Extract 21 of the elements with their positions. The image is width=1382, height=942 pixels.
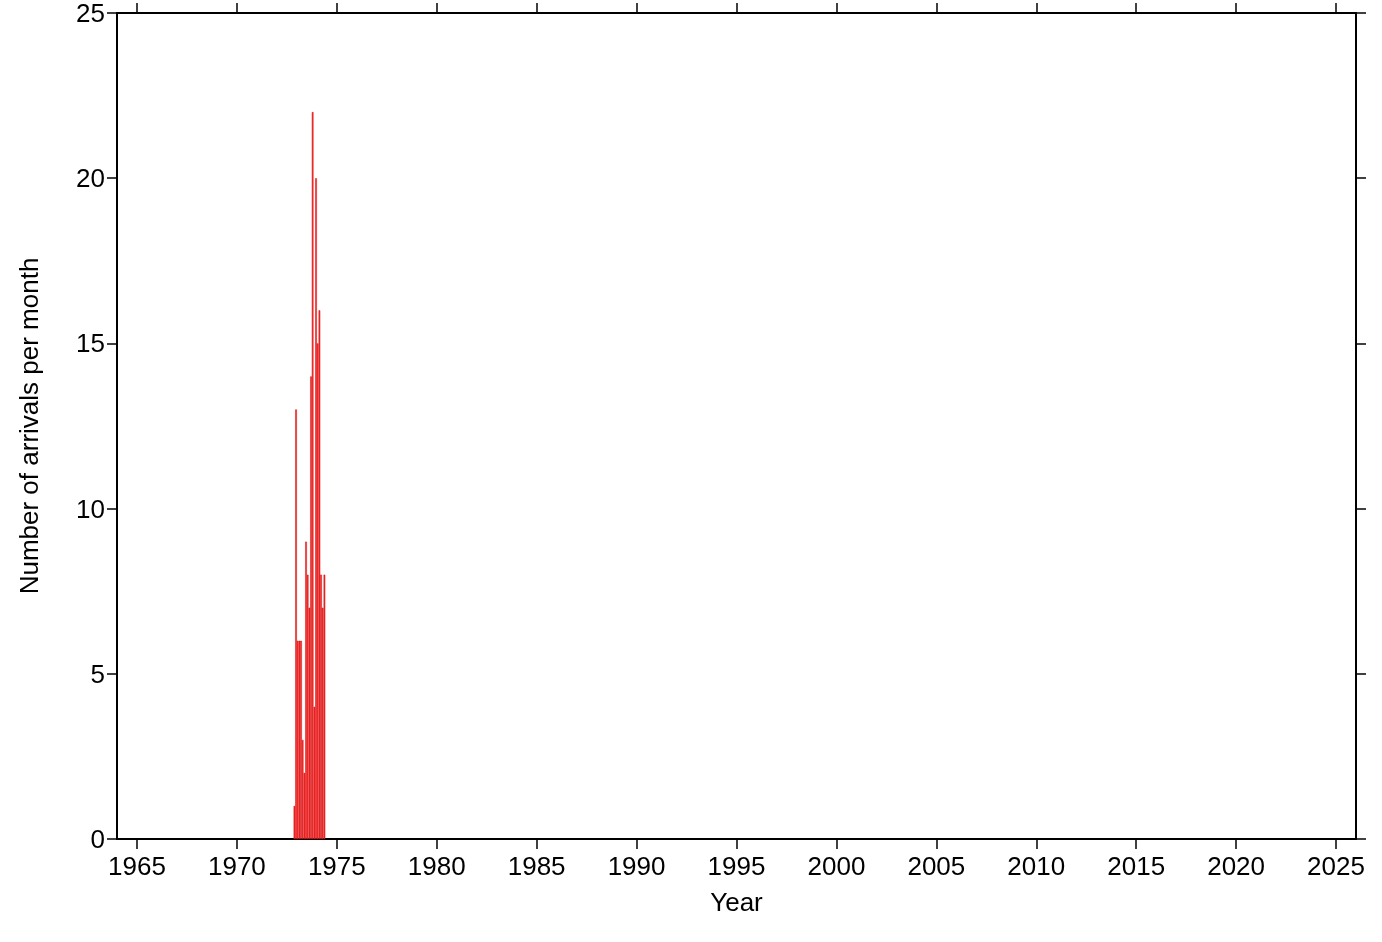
x-tick-label: 2025 (1307, 851, 1365, 881)
y-tick-label: 0 (90, 824, 105, 854)
y-tick-label: 5 (90, 658, 105, 689)
y-tick-label: 10 (76, 493, 105, 524)
x-tick-label: 2005 (907, 851, 966, 881)
x-tick-label: 2010 (1007, 851, 1066, 881)
x-tick-label: 1995 (707, 851, 766, 881)
x-tick-label: 2020 (1207, 851, 1266, 881)
x-tick-label: 1985 (507, 851, 566, 881)
x-tick-label: 1990 (607, 851, 666, 881)
x-axis-title: Year (710, 887, 764, 917)
y-tick-label: 20 (76, 163, 105, 194)
y-tick-label: 25 (76, 0, 105, 28)
y-tick-label: 15 (76, 328, 105, 359)
x-tick-label: 1975 (307, 851, 366, 881)
x-tick-label: 2015 (1107, 851, 1166, 881)
x-tick-label: 1970 (207, 851, 266, 881)
y-axis-title: Number of arrivals per month (14, 257, 44, 595)
x-tick-label: 1980 (407, 851, 466, 881)
x-tick-label: 1965 (108, 851, 166, 881)
x-tick-label: 2000 (807, 851, 866, 881)
